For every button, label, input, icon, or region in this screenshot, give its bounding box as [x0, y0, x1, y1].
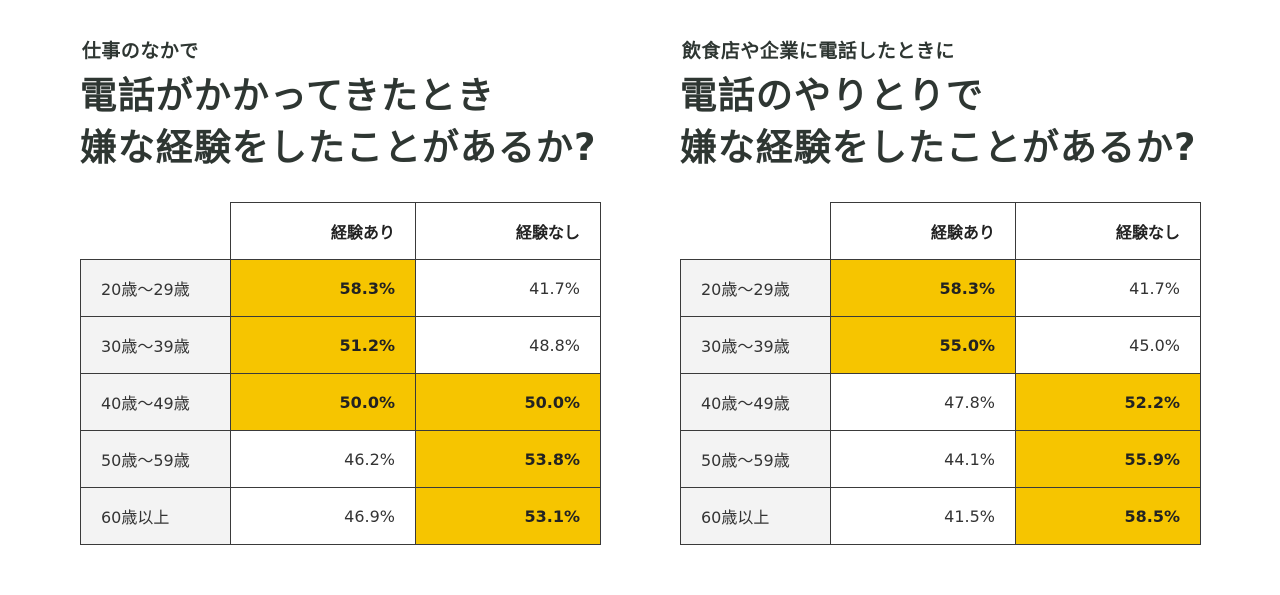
table-row: 50歳〜59歳 44.1% 55.9% [680, 430, 1201, 488]
row-label: 30歳〜39歳 [80, 316, 231, 374]
table-row: 40歳〜49歳 50.0% 50.0% [80, 373, 601, 431]
row-label: 50歳〜59歳 [680, 430, 831, 488]
row-label: 20歳〜29歳 [680, 259, 831, 317]
header-row: 経験あり 経験なし [81, 202, 601, 260]
row-label: 60歳以上 [680, 487, 831, 545]
value-experienced: 51.2% [230, 316, 416, 374]
left-subtitle: 仕事のなかで [82, 40, 200, 62]
value-not-experienced: 48.8% [415, 316, 601, 374]
table-row: 40歳〜49歳 47.8% 52.2% [680, 373, 1201, 431]
value-experienced: 58.3% [230, 259, 416, 317]
table-row: 50歳〜59歳 46.2% 53.8% [80, 430, 601, 488]
right-table: 経験あり 経験なし 20歳〜29歳 58.3% 41.7% 30歳〜39歳 55… [680, 202, 1201, 545]
row-label: 40歳〜49歳 [80, 373, 231, 431]
value-not-experienced: 41.7% [1015, 259, 1201, 317]
value-not-experienced: 55.9% [1015, 430, 1201, 488]
header-experienced: 経験あり [830, 202, 1016, 260]
value-not-experienced: 53.8% [415, 430, 601, 488]
table-row: 60歳以上 41.5% 58.5% [680, 487, 1201, 545]
value-experienced: 47.8% [830, 373, 1016, 431]
corner-cell [81, 203, 231, 260]
value-experienced: 41.5% [830, 487, 1016, 545]
left-panel: 仕事のなかで 電話がかかってきたとき 嫌な経験をしたことがあるか? 経験あり 経… [80, 0, 640, 595]
value-not-experienced: 45.0% [1015, 316, 1201, 374]
value-experienced: 50.0% [230, 373, 416, 431]
table-row: 20歳〜29歳 58.3% 41.7% [680, 259, 1201, 317]
right-subtitle: 飲食店や企業に電話したときに [682, 40, 956, 62]
header-experienced: 経験あり [230, 202, 416, 260]
value-experienced: 58.3% [830, 259, 1016, 317]
table-row: 20歳〜29歳 58.3% 41.7% [80, 259, 601, 317]
right-title-line-2: 嫌な経験をしたことがあるか? [680, 126, 1197, 169]
left-table: 経験あり 経験なし 20歳〜29歳 58.3% 41.7% 30歳〜39歳 51… [80, 202, 601, 545]
left-title: 電話がかかってきたとき 嫌な経験をしたことがあるか? [80, 70, 596, 174]
row-label: 60歳以上 [80, 487, 231, 545]
value-not-experienced: 50.0% [415, 373, 601, 431]
value-not-experienced: 52.2% [1015, 373, 1201, 431]
table-row: 30歳〜39歳 51.2% 48.8% [80, 316, 601, 374]
value-experienced: 44.1% [830, 430, 1016, 488]
row-label: 40歳〜49歳 [680, 373, 831, 431]
row-label: 30歳〜39歳 [680, 316, 831, 374]
row-label: 20歳〜29歳 [80, 259, 231, 317]
value-not-experienced: 41.7% [415, 259, 601, 317]
corner-cell [681, 203, 831, 260]
header-row: 経験あり 経験なし [681, 202, 1201, 260]
left-title-line-1: 電話がかかってきたとき [80, 74, 496, 117]
table-row: 60歳以上 46.9% 53.1% [80, 487, 601, 545]
right-panel: 飲食店や企業に電話したときに 電話のやりとりで 嫌な経験をしたことがあるか? 経… [680, 0, 1240, 595]
value-experienced: 46.9% [230, 487, 416, 545]
header-not-experienced: 経験なし [1015, 202, 1201, 260]
row-label: 50歳〜59歳 [80, 430, 231, 488]
value-experienced: 55.0% [830, 316, 1016, 374]
value-not-experienced: 53.1% [415, 487, 601, 545]
value-not-experienced: 58.5% [1015, 487, 1201, 545]
right-title: 電話のやりとりで 嫌な経験をしたことがあるか? [680, 70, 1196, 174]
value-experienced: 46.2% [230, 430, 416, 488]
left-title-line-2: 嫌な経験をしたことがあるか? [80, 126, 597, 169]
table-row: 30歳〜39歳 55.0% 45.0% [680, 316, 1201, 374]
right-title-line-1: 電話のやりとりで [680, 74, 984, 117]
header-not-experienced: 経験なし [415, 202, 601, 260]
